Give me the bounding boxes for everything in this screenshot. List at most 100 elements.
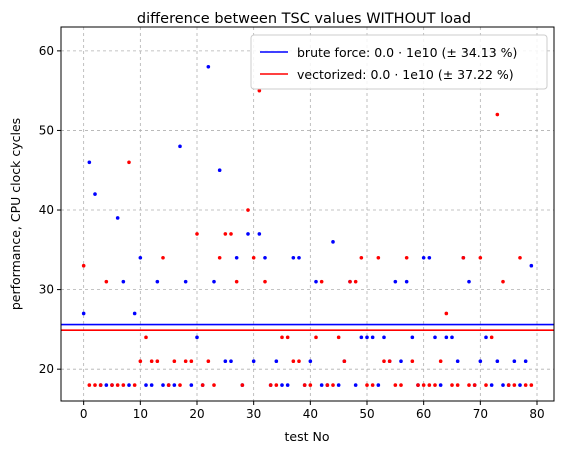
point-vectorized [489, 335, 494, 340]
point-vectorized [138, 359, 143, 364]
point-vectorized [421, 383, 426, 387]
point-vectorized [251, 255, 256, 260]
point-vectorized [285, 335, 290, 340]
x-tick-label: 70 [473, 407, 488, 421]
point-vectorized [336, 335, 341, 340]
y-tick-label: 30 [39, 283, 54, 297]
legend-label-vectorized: vectorized: 0.0 · 1e10 (± 37.22 %) [297, 67, 514, 82]
x-axis: 0 10 20 30 40 50 60 70 80 [80, 401, 545, 421]
point-vectorized [399, 383, 403, 387]
point-brute-force [336, 383, 341, 387]
point-brute-force [308, 359, 313, 364]
point-brute-force [291, 255, 296, 260]
point-brute-force [274, 359, 279, 364]
point-vectorized [410, 359, 415, 364]
data-points [81, 64, 534, 387]
point-vectorized [127, 160, 131, 165]
point-vectorized [501, 279, 505, 284]
point-vectorized [297, 359, 301, 364]
point-brute-force [246, 232, 250, 236]
x-tick-label: 40 [303, 407, 318, 421]
point-brute-force [404, 279, 409, 284]
point-brute-force [376, 383, 381, 387]
point-vectorized [274, 383, 279, 387]
x-axis-title: test No [285, 429, 330, 444]
point-vectorized [212, 383, 216, 387]
x-tick-label: 10 [133, 407, 148, 421]
point-vectorized [376, 255, 381, 260]
point-brute-force [455, 359, 460, 364]
x-tick-label: 50 [359, 407, 374, 421]
point-vectorized [172, 359, 177, 364]
point-brute-force [178, 144, 182, 149]
point-vectorized [319, 279, 324, 284]
point-vectorized [178, 383, 182, 387]
point-vectorized [370, 383, 375, 387]
point-brute-force [121, 279, 126, 284]
point-vectorized [523, 383, 528, 387]
point-brute-force [421, 255, 426, 260]
plot-frame [60, 26, 555, 402]
point-vectorized [506, 383, 511, 387]
point-brute-force [81, 311, 86, 316]
point-brute-force [359, 335, 364, 340]
point-brute-force [495, 359, 500, 364]
mean-lines [61, 323, 554, 331]
point-vectorized [365, 383, 369, 387]
point-brute-force [87, 160, 92, 165]
point-vectorized [348, 279, 352, 284]
y-axis-title: performance, CPU clock cycles [8, 118, 23, 310]
point-vectorized [217, 255, 222, 260]
point-brute-force [149, 383, 154, 387]
point-brute-force [444, 335, 449, 340]
point-brute-force [144, 383, 148, 387]
point-brute-force [251, 359, 256, 364]
point-vectorized [263, 279, 267, 284]
point-vectorized [280, 335, 284, 340]
point-vectorized [393, 383, 398, 387]
point-brute-force [223, 359, 228, 364]
point-vectorized [331, 383, 335, 387]
point-vectorized [433, 383, 437, 387]
point-brute-force [257, 232, 262, 236]
point-vectorized [268, 383, 273, 387]
point-brute-force [467, 279, 471, 284]
point-vectorized [467, 383, 471, 387]
point-vectorized [529, 383, 534, 387]
point-vectorized [229, 232, 233, 236]
point-brute-force [512, 359, 517, 364]
point-brute-force [138, 255, 143, 260]
y-tick-label: 50 [39, 123, 54, 137]
point-vectorized [387, 359, 392, 364]
point-brute-force [393, 279, 398, 284]
point-vectorized [121, 383, 126, 387]
point-vectorized [382, 359, 386, 364]
point-brute-force [433, 335, 437, 340]
y-axis: 20 30 40 50 60 [39, 44, 61, 376]
point-vectorized [353, 279, 358, 284]
point-vectorized [450, 383, 454, 387]
point-vectorized [512, 383, 517, 387]
point-brute-force [155, 279, 160, 284]
point-brute-force [518, 383, 522, 387]
point-vectorized [495, 112, 500, 117]
point-vectorized [81, 263, 86, 268]
point-vectorized [189, 359, 194, 364]
point-vectorized [308, 383, 313, 387]
point-vectorized [478, 255, 483, 260]
y-tick-label: 20 [39, 362, 54, 376]
point-vectorized [518, 255, 522, 260]
point-brute-force [399, 359, 403, 364]
point-brute-force [529, 263, 534, 268]
point-brute-force [501, 383, 505, 387]
point-brute-force [331, 240, 335, 244]
y-tick-label: 60 [39, 44, 54, 58]
legend: brute force: 0.0 · 1e10 (± 34.13 %) vect… [250, 34, 548, 90]
point-vectorized [314, 335, 318, 340]
point-vectorized [155, 359, 160, 364]
point-vectorized [144, 335, 148, 340]
point-vectorized [404, 255, 409, 260]
point-brute-force [365, 335, 369, 340]
point-brute-force [161, 383, 165, 387]
